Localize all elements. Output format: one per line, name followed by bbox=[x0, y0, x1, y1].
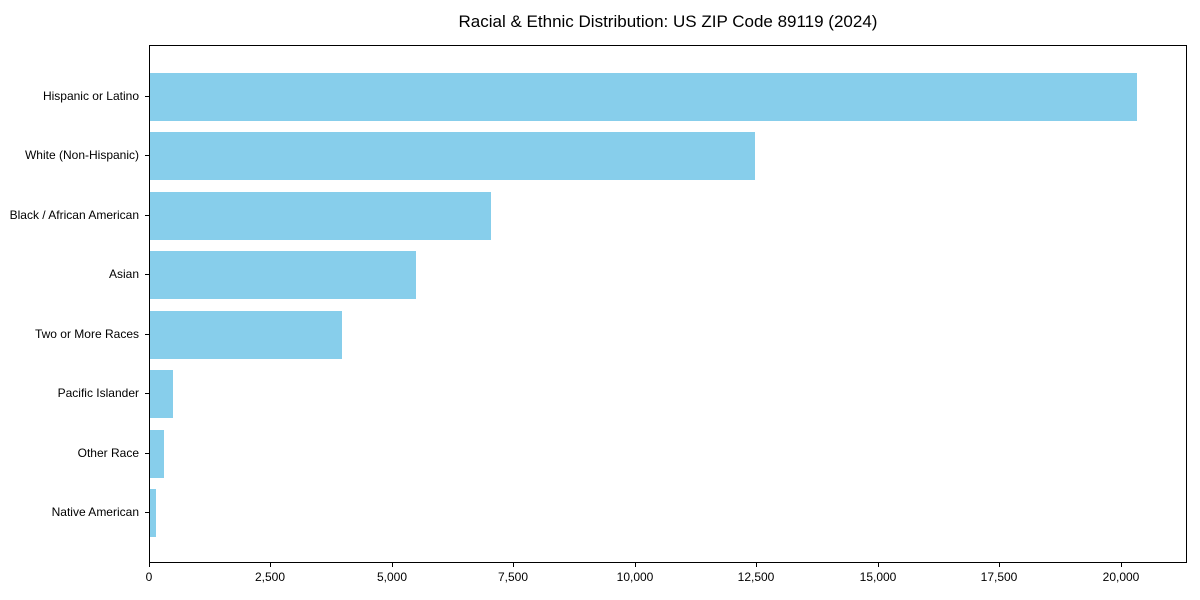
x-tick-label: 5,000 bbox=[376, 570, 408, 584]
x-tick-mark bbox=[756, 563, 757, 567]
y-tick-label: Pacific Islander bbox=[57, 386, 139, 400]
x-tick-label: 17,500 bbox=[980, 570, 1018, 584]
y-tick-mark bbox=[145, 96, 149, 97]
chart-title: Racial & Ethnic Distribution: US ZIP Cod… bbox=[458, 12, 878, 31]
y-tick-label: Two or More Races bbox=[34, 327, 139, 341]
plot-area bbox=[149, 45, 1187, 563]
x-tick-mark bbox=[392, 563, 393, 567]
y-tick-label: Other Race bbox=[77, 446, 139, 460]
bar-native-american bbox=[150, 489, 156, 537]
x-tick-label: 2,500 bbox=[254, 570, 286, 584]
x-tick-mark bbox=[270, 563, 271, 567]
bar-two-or-more-races bbox=[150, 311, 342, 359]
bar-hispanic-or-latino bbox=[150, 73, 1137, 121]
x-tick-label: 7,500 bbox=[497, 570, 529, 584]
bar-pacific-islander bbox=[150, 370, 173, 418]
x-tick-mark bbox=[149, 563, 150, 567]
y-tick-mark bbox=[145, 453, 149, 454]
y-tick-label: Native American bbox=[51, 505, 139, 519]
x-tick-label: 10,000 bbox=[616, 570, 654, 584]
x-tick-label: 12,500 bbox=[737, 570, 775, 584]
y-tick-label: Hispanic or Latino bbox=[42, 89, 139, 103]
y-tick-label: White (Non-Hispanic) bbox=[24, 148, 139, 162]
x-tick-mark bbox=[635, 563, 636, 567]
x-tick-mark bbox=[878, 563, 879, 567]
x-tick-label: 15,000 bbox=[859, 570, 897, 584]
y-tick-label: Black / African American bbox=[9, 208, 139, 222]
y-tick-mark bbox=[145, 215, 149, 216]
bar-white-non-hispanic bbox=[150, 132, 756, 180]
y-tick-mark bbox=[145, 274, 149, 275]
y-tick-mark bbox=[145, 155, 149, 156]
bar-asian bbox=[150, 251, 416, 299]
y-tick-mark bbox=[145, 393, 149, 394]
x-tick-label: 20,000 bbox=[1102, 570, 1140, 584]
y-tick-mark bbox=[145, 334, 149, 335]
bar-black-african-american bbox=[150, 192, 492, 240]
x-tick-label: 0 bbox=[145, 570, 153, 584]
x-tick-mark bbox=[513, 563, 514, 567]
x-tick-mark bbox=[1121, 563, 1122, 567]
y-tick-mark bbox=[145, 512, 149, 513]
bar-other-race bbox=[150, 430, 165, 478]
y-tick-label: Asian bbox=[108, 267, 139, 281]
x-tick-mark bbox=[999, 563, 1000, 567]
